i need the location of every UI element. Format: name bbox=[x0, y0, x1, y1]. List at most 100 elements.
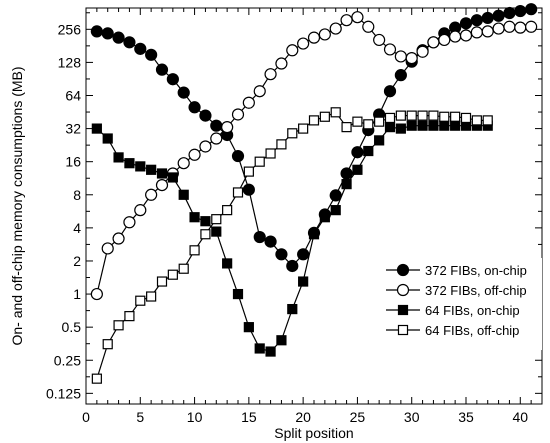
data-point-square bbox=[471, 115, 482, 126]
y-tick-label: 0.5 bbox=[62, 319, 82, 335]
data-point-square bbox=[352, 164, 363, 175]
data-point-circle bbox=[329, 189, 342, 202]
data-point-circle bbox=[155, 178, 169, 192]
data-point-circle bbox=[459, 29, 473, 42]
data-point-circle bbox=[416, 45, 429, 58]
data-point-square bbox=[146, 291, 157, 302]
data-point-square bbox=[189, 212, 200, 223]
data-point-circle bbox=[188, 101, 201, 114]
axis-ticks: 0 5 10 15 20 25 30 35 40 0.125 0.25 0.5 1 2 4 8 16 32 64 12… bbox=[46, 8, 542, 425]
data-point-circle bbox=[286, 259, 299, 273]
data-point-circle bbox=[481, 25, 494, 38]
series-3 bbox=[91, 120, 493, 357]
y-tick-label: 2 bbox=[73, 253, 81, 269]
data-point-circle bbox=[383, 85, 397, 98]
data-point-circle bbox=[307, 31, 321, 44]
data-point-circle bbox=[199, 109, 212, 122]
data-point-circle bbox=[101, 27, 114, 40]
data-point-circle bbox=[492, 22, 505, 35]
data-point-circle bbox=[438, 33, 451, 47]
data-point-square bbox=[254, 343, 265, 354]
data-point-square bbox=[341, 122, 352, 133]
y-tick-label: 1 bbox=[73, 286, 81, 302]
data-point-circle bbox=[318, 28, 331, 41]
legend: 372 FIBs, on-chip 372 FIBs, off-chip 64 FI… bbox=[382, 258, 542, 350]
data-point-square bbox=[319, 212, 330, 223]
series-4 bbox=[91, 107, 493, 384]
data-point-circle bbox=[503, 20, 516, 33]
data-point-square bbox=[482, 115, 493, 126]
x-tick-label: 0 bbox=[82, 409, 90, 425]
data-point-circle bbox=[112, 31, 125, 44]
y-tick-label: 64 bbox=[65, 87, 81, 103]
x-tick-label: 30 bbox=[404, 409, 420, 425]
data-point-circle bbox=[286, 44, 299, 57]
data-point-square bbox=[113, 152, 124, 163]
data-point-square bbox=[243, 166, 254, 177]
data-point-square bbox=[102, 133, 113, 144]
y-tick-label: 32 bbox=[65, 121, 81, 137]
data-point-square bbox=[243, 322, 254, 333]
series-line bbox=[96, 16, 532, 295]
data-point-square bbox=[124, 158, 135, 169]
data-point-circle bbox=[177, 86, 190, 99]
data-point-circle bbox=[351, 146, 364, 159]
legend-marker bbox=[396, 283, 410, 297]
data-point-square bbox=[135, 295, 146, 306]
data-point-square bbox=[460, 112, 472, 124]
x-axis-title: Split position bbox=[274, 425, 353, 441]
data-point-circle bbox=[373, 33, 386, 47]
data-point-circle bbox=[145, 188, 158, 201]
data-point-square bbox=[341, 179, 352, 190]
data-point-square bbox=[406, 110, 417, 121]
data-point-circle bbox=[90, 25, 103, 38]
data-point-square bbox=[308, 115, 320, 126]
data-point-square bbox=[384, 112, 396, 124]
legend-marker bbox=[397, 324, 409, 336]
y-tick-label: 16 bbox=[65, 154, 81, 170]
data-point-square bbox=[298, 123, 309, 134]
data-point-circle bbox=[340, 14, 353, 27]
data-point-square bbox=[428, 120, 439, 131]
legend-marker bbox=[397, 304, 409, 316]
data-point-square bbox=[428, 110, 439, 121]
data-point-circle bbox=[275, 57, 288, 70]
legend-label: 372 FIBs, off-chip bbox=[425, 283, 527, 298]
data-point-circle bbox=[492, 9, 505, 22]
data-point-square bbox=[330, 107, 341, 118]
data-point-circle bbox=[166, 73, 179, 86]
data-point-circle bbox=[264, 235, 277, 248]
data-point-circle bbox=[134, 204, 147, 217]
data-point-circle bbox=[459, 17, 473, 30]
data-point-circle bbox=[210, 132, 223, 145]
data-point-square bbox=[265, 346, 276, 357]
legend-background bbox=[382, 258, 542, 350]
data-point-circle bbox=[297, 37, 310, 50]
x-tick-label: 35 bbox=[458, 409, 474, 425]
data-point-circle bbox=[188, 148, 201, 161]
data-point-square bbox=[417, 110, 428, 121]
data-point-square bbox=[135, 161, 146, 172]
data-point-square bbox=[330, 205, 341, 216]
data-point-circle bbox=[112, 232, 125, 245]
x-tick-label: 25 bbox=[350, 409, 366, 425]
data-point-circle bbox=[242, 96, 255, 109]
data-point-square bbox=[167, 172, 178, 183]
series-layer bbox=[90, 3, 538, 384]
data-point-square bbox=[450, 120, 461, 131]
x-tick-label: 40 bbox=[512, 409, 528, 425]
data-point-square bbox=[363, 145, 374, 157]
data-point-square bbox=[124, 311, 135, 322]
data-point-square bbox=[200, 229, 211, 240]
data-point-square bbox=[232, 187, 244, 198]
data-point-square bbox=[384, 122, 396, 133]
legend-marker bbox=[396, 263, 410, 277]
data-point-circle bbox=[242, 183, 255, 196]
data-point-circle bbox=[155, 63, 169, 76]
data-point-circle bbox=[405, 52, 418, 65]
x-tick-label: 20 bbox=[295, 409, 311, 425]
data-point-square bbox=[265, 148, 276, 159]
data-point-circle bbox=[264, 68, 277, 81]
data-point-square bbox=[439, 111, 450, 122]
